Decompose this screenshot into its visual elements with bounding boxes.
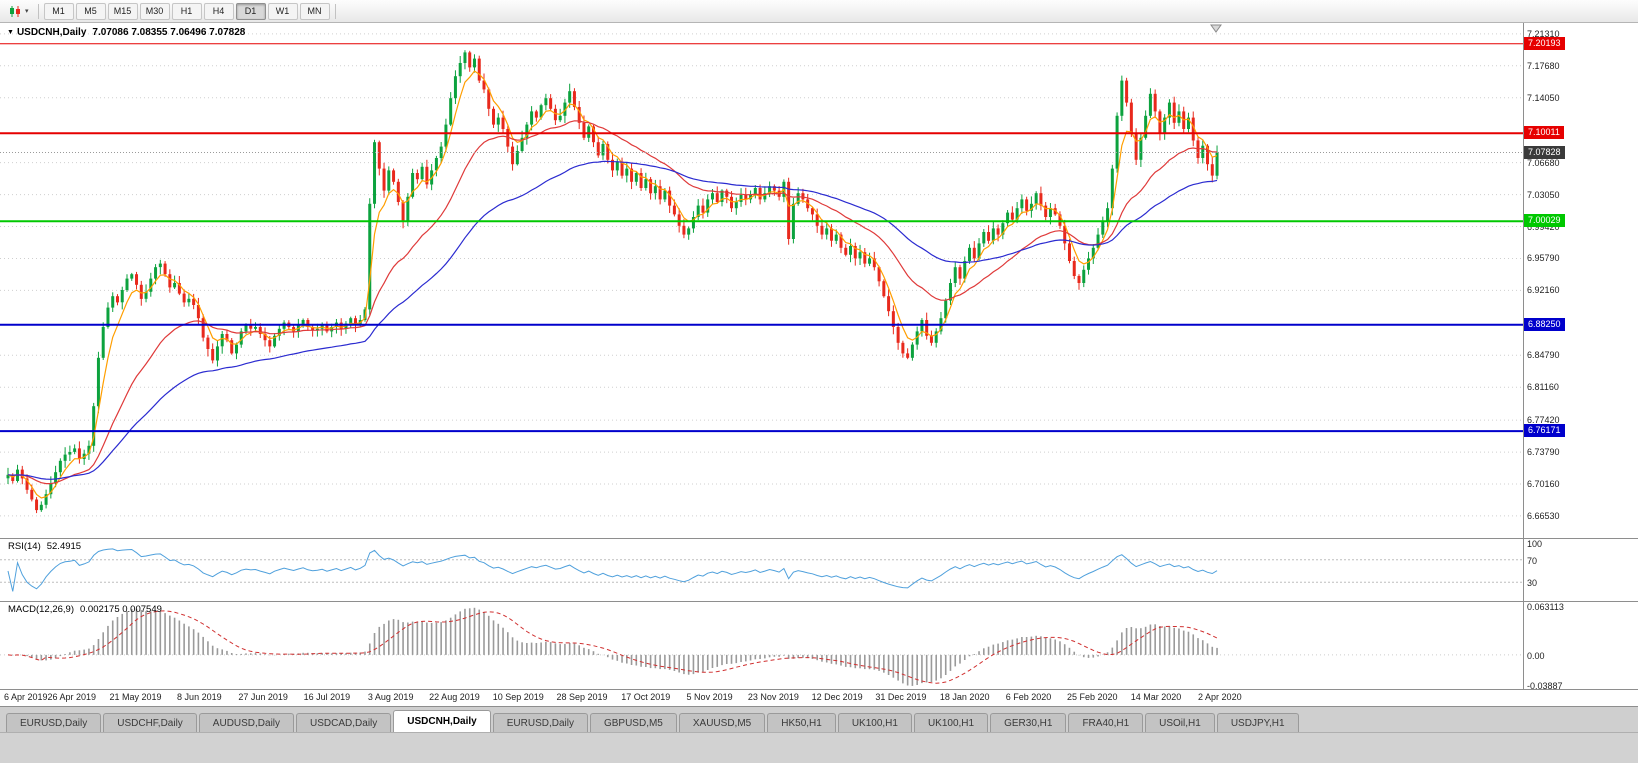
chart-title: ▼ USDCNH,Daily 7.07086 7.08355 7.06496 7.0… — [7, 27, 245, 38]
timeframe-button-M30[interactable]: M30 — [139, 2, 170, 20]
chart-canvas[interactable] — [0, 22, 1638, 708]
timeframe-button-H1[interactable]: H1 — [171, 2, 202, 20]
chart-tab-5[interactable]: EURUSD,Daily — [492, 713, 588, 733]
chart-tab-7[interactable]: XAUUSD,M5 — [678, 713, 766, 733]
chart-tab-1[interactable]: USDCHF,Daily — [103, 713, 197, 733]
chart-tabs-bar: EURUSD,Daily USDCHF,Daily AUDUSD,Daily USDC… — [0, 706, 1638, 733]
rsi-value: 52.4915 — [46, 541, 82, 552]
rsi-line — [7, 548, 1218, 592]
timeframe-buttons: M1 M5 M15 M30 H1 H4 D1 W1 MN — [43, 2, 330, 20]
timeframe-button-H4[interactable]: H4 — [203, 2, 234, 20]
chart-tab-14[interactable]: USDJPY,H1 — [1216, 713, 1299, 733]
fast-ma-line — [7, 70, 1218, 499]
collapse-icon[interactable]: ▼ — [7, 29, 14, 36]
chart-shift-marker[interactable] — [1210, 24, 1222, 33]
chart-tab-13[interactable]: USOil,H1 — [1145, 713, 1215, 733]
candles-layer — [6, 50, 1219, 514]
chart-tab-3[interactable]: USDCAD,Daily — [296, 713, 392, 733]
chart-tab-9[interactable]: UK100,H1 — [837, 713, 912, 733]
chart-tab-10[interactable]: UK100,H1 — [913, 713, 989, 733]
rsi-name: RSI(14) — [8, 541, 41, 552]
status-bar — [0, 732, 1638, 763]
macd-values: 0.002175 0.007549 — [80, 604, 162, 615]
chart-tab-12[interactable]: FRA40,H1 — [1068, 713, 1144, 733]
macd-signal-line — [7, 610, 1218, 684]
timeframe-button-D1[interactable]: D1 — [235, 2, 266, 20]
chart-tab-8[interactable]: HK50,H1 — [767, 713, 836, 733]
timeframe-button-M15[interactable]: M15 — [107, 2, 138, 20]
chart-tab-2[interactable]: AUDUSD,Daily — [198, 713, 295, 733]
chart-symbol-label: USDCNH,Daily — [16, 27, 87, 38]
timeframe-button-W1[interactable]: W1 — [267, 2, 298, 20]
ohlc-values: 7.07086 7.08355 7.06496 7.07828 — [92, 27, 246, 38]
candlestick-chart-icon — [10, 5, 20, 17]
slow-ma-line — [7, 160, 1218, 480]
macd-label: MACD(12,26,9) 0.002175 0.007549 — [8, 604, 162, 615]
chevron-down-icon: ▾ — [25, 8, 29, 15]
rsi-label: RSI(14) 52.4915 — [8, 541, 81, 552]
timeframe-button-MN[interactable]: MN — [299, 2, 330, 20]
timeframe-button-M1[interactable]: M1 — [43, 2, 74, 20]
macd-layer — [0, 607, 1523, 686]
macd-name: MACD(12,26,9) — [8, 604, 74, 615]
moving-averages-layer — [7, 70, 1218, 499]
rsi-layer — [0, 548, 1523, 592]
chart-type-button[interactable]: ▾ — [4, 2, 33, 20]
toolbar-separator — [37, 3, 39, 19]
toolbar-separator — [334, 3, 336, 19]
toolbar: ▾ M1 M5 M15 M30 H1 H4 D1 W1 MN — [0, 0, 1638, 23]
chart-tab-11[interactable]: GER30,H1 — [990, 713, 1067, 733]
chart-tab-0[interactable]: EURUSD,Daily — [6, 713, 102, 733]
chart-tab-6[interactable]: GBPUSD,M5 — [589, 713, 677, 733]
grid-layer — [0, 33, 1523, 517]
chart-tab-4[interactable]: USDCNH,Daily — [393, 710, 491, 733]
levels-layer — [0, 43, 1523, 433]
timeframe-button-M5[interactable]: M5 — [75, 2, 106, 20]
